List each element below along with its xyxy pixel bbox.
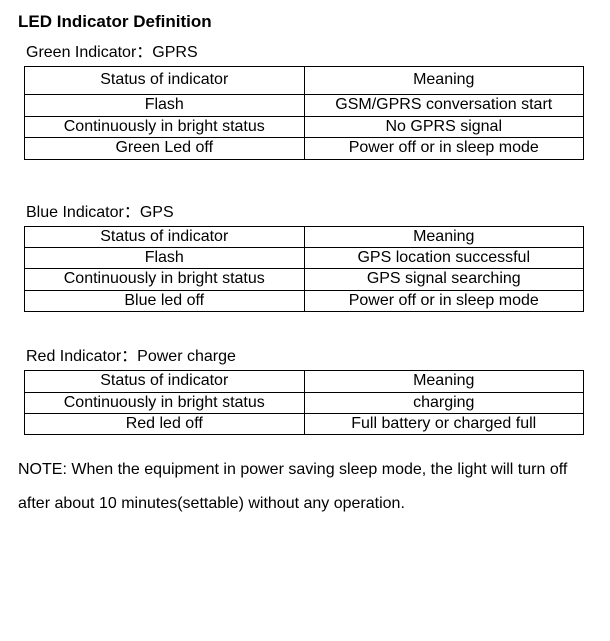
table-row: Continuously in bright status charging [25, 392, 584, 413]
col-header-meaning: Meaning [304, 67, 584, 95]
cell-meaning: No GPRS signal [304, 116, 584, 137]
note-text: NOTE: When the equipment in power saving… [18, 453, 592, 520]
col-header-meaning: Meaning [304, 371, 584, 392]
col-header-status: Status of indicator [25, 371, 305, 392]
table-row: Green Led off Power off or in sleep mode [25, 138, 584, 159]
table-blue: Status of indicator Meaning Flash GPS lo… [24, 226, 584, 313]
cell-meaning: GPS location successful [304, 247, 584, 268]
table-row: Continuously in bright status GPS signal… [25, 269, 584, 290]
table-row: Continuously in bright status No GPRS si… [25, 116, 584, 137]
col-header-status: Status of indicator [25, 67, 305, 95]
cell-status: Flash [25, 247, 305, 268]
cell-status: Continuously in bright status [25, 116, 305, 137]
table-green: Status of indicator Meaning Flash GSM/GP… [24, 66, 584, 160]
page-title: LED Indicator Definition [18, 12, 592, 32]
cell-status: Red led off [25, 413, 305, 434]
section-label-blue: Blue Indicator：GPS [26, 198, 592, 222]
table-row: Blue led off Power off or in sleep mode [25, 290, 584, 311]
section-label-red: Red Indicator：Power charge [26, 342, 592, 366]
table-header-row: Status of indicator Meaning [25, 67, 584, 95]
cell-status: Flash [25, 95, 305, 116]
cell-meaning: Power off or in sleep mode [304, 138, 584, 159]
table-red: Status of indicator Meaning Continuously… [24, 370, 584, 435]
table-row: Red led off Full battery or charged full [25, 413, 584, 434]
table-header-row: Status of indicator Meaning [25, 371, 584, 392]
table-header-row: Status of indicator Meaning [25, 226, 584, 247]
col-header-status: Status of indicator [25, 226, 305, 247]
table-row: Flash GPS location successful [25, 247, 584, 268]
cell-meaning: Power off or in sleep mode [304, 290, 584, 311]
section-label-green: Green Indicator：GPRS [26, 38, 592, 62]
table-row: Flash GSM/GPRS conversation start [25, 95, 584, 116]
cell-status: Blue led off [25, 290, 305, 311]
cell-meaning: GPS signal searching [304, 269, 584, 290]
cell-meaning: charging [304, 392, 584, 413]
cell-meaning: Full battery or charged full [304, 413, 584, 434]
col-header-meaning: Meaning [304, 226, 584, 247]
cell-status: Continuously in bright status [25, 269, 305, 290]
cell-status: Green Led off [25, 138, 305, 159]
cell-status: Continuously in bright status [25, 392, 305, 413]
cell-meaning: GSM/GPRS conversation start [304, 95, 584, 116]
